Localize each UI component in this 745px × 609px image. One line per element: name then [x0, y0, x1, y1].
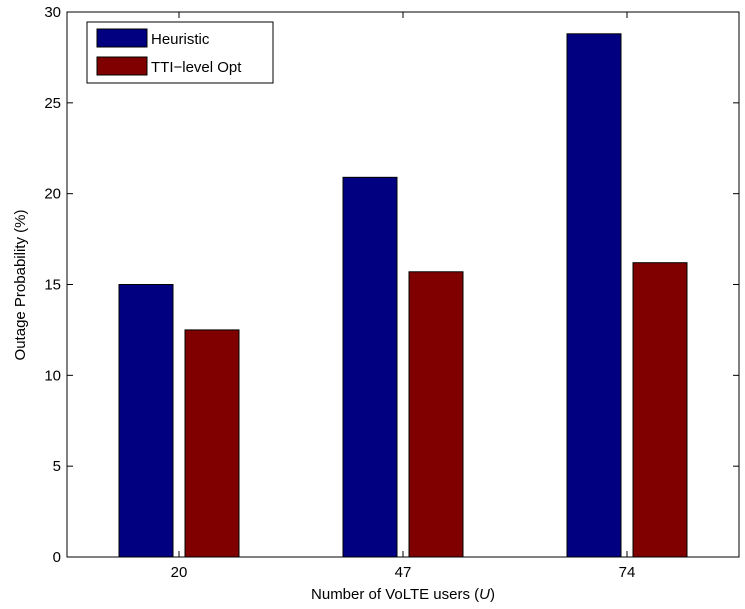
legend-label-tti-level-opt: TTI−level Opt [151, 59, 242, 76]
bar-tti-level-opt-20 [185, 330, 239, 557]
legend: Heuristic TTI−level Opt [87, 22, 273, 83]
x-axis-label: Number of VoLTE users (U) [311, 586, 495, 603]
bar-heuristic-20 [119, 285, 173, 558]
bar-tti-level-opt-47 [409, 272, 463, 557]
y-tick-label: 0 [53, 549, 61, 566]
y-tick-label: 25 [44, 95, 61, 112]
bar-tti-level-opt-74 [633, 263, 687, 557]
y-tick-label: 15 [44, 277, 61, 294]
legend-swatch-heuristic [97, 29, 147, 47]
bar-heuristic-47 [343, 177, 397, 557]
x-tick-label: 47 [395, 564, 412, 581]
y-tick-label: 30 [44, 4, 61, 21]
x-tick-label: 74 [619, 564, 636, 581]
y-tick-label: 20 [44, 186, 61, 203]
y-tick-label: 10 [44, 367, 61, 384]
bar-heuristic-74 [567, 34, 621, 557]
legend-label-heuristic: Heuristic [151, 31, 210, 48]
legend-swatch-tti-level-opt [97, 57, 147, 75]
x-tick-label: 20 [171, 564, 188, 581]
y-axis-label: Outage Probability (%) [12, 210, 29, 361]
y-tick-label: 5 [53, 458, 61, 475]
